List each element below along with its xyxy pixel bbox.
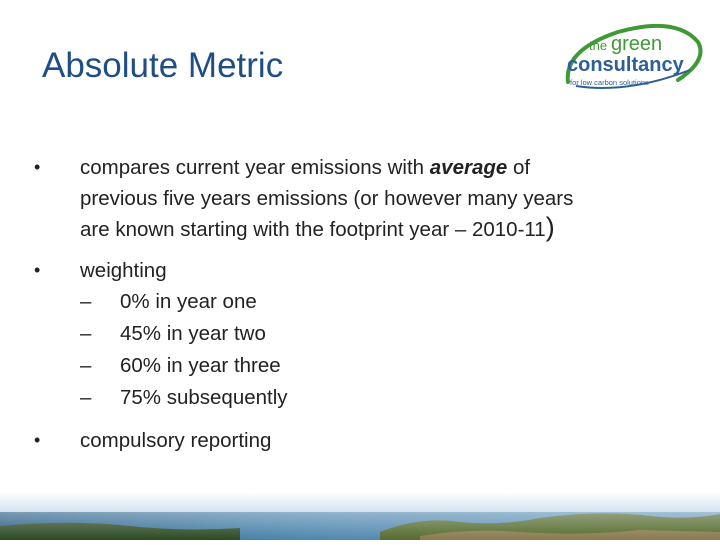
- sub-item-text: 0% in year one: [120, 290, 257, 313]
- bullet-line-1-before: compares current year emissions with: [80, 156, 430, 179]
- landscape-graphic: [0, 492, 720, 540]
- bullet-symbol: •: [34, 157, 41, 177]
- bullet-emphasis-average: average: [429, 156, 508, 179]
- bullet-line-3: are known starting with the footprint ye…: [80, 214, 680, 245]
- green-consultancy-logo: the green consultancy for low carbon sol…: [558, 20, 708, 100]
- bullet-line-1-after: of: [507, 156, 531, 179]
- bullet-text: weighting: [80, 259, 167, 282]
- bullet-line-3-close: ): [545, 212, 555, 242]
- sub-item-text: 75% subsequently: [120, 386, 288, 409]
- sub-item-dash: –: [80, 290, 92, 313]
- sub-item-text: 60% in year three: [120, 354, 281, 377]
- slide-title: Absolute Metric: [42, 46, 284, 85]
- sub-item-dash: –: [80, 386, 92, 409]
- bullet-text: compares current year emissions with ave…: [80, 152, 680, 245]
- logo-graphic: the green consultancy for low carbon sol…: [565, 23, 703, 89]
- bullet-line-1: compares current year emissions with ave…: [80, 152, 680, 183]
- bullet-symbol: •: [34, 260, 41, 280]
- logo-text-the: the: [589, 38, 607, 53]
- bullet-symbol: •: [34, 430, 41, 450]
- bullet-text: compulsory reporting: [80, 429, 272, 452]
- bullet-line-2: previous five years emissions (or howeve…: [80, 187, 574, 210]
- sub-item-dash: –: [80, 322, 92, 345]
- bullet-line-3-text: are known starting with the footprint ye…: [80, 218, 546, 241]
- logo-text-consultancy: consultancy: [567, 54, 685, 76]
- logo-text-green: green: [611, 33, 662, 55]
- coastal-landscape-footer-image: [0, 492, 720, 540]
- logo-tagline: for low carbon solutions: [570, 78, 649, 87]
- sub-item-dash: –: [80, 354, 92, 377]
- sub-item-text: 45% in year two: [120, 322, 266, 345]
